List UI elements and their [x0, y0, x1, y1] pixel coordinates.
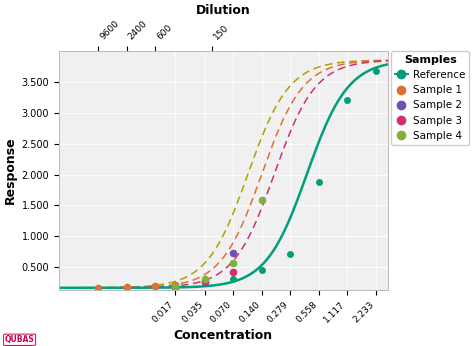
Text: QUBAS: QUBAS	[5, 335, 35, 344]
Legend: Reference, Sample 1, Sample 2, Sample 3, Sample 4: Reference, Sample 1, Sample 2, Sample 3,…	[391, 51, 469, 145]
Y-axis label: Response: Response	[4, 137, 17, 204]
X-axis label: Dilution: Dilution	[196, 4, 251, 17]
X-axis label: Concentration: Concentration	[173, 329, 273, 342]
